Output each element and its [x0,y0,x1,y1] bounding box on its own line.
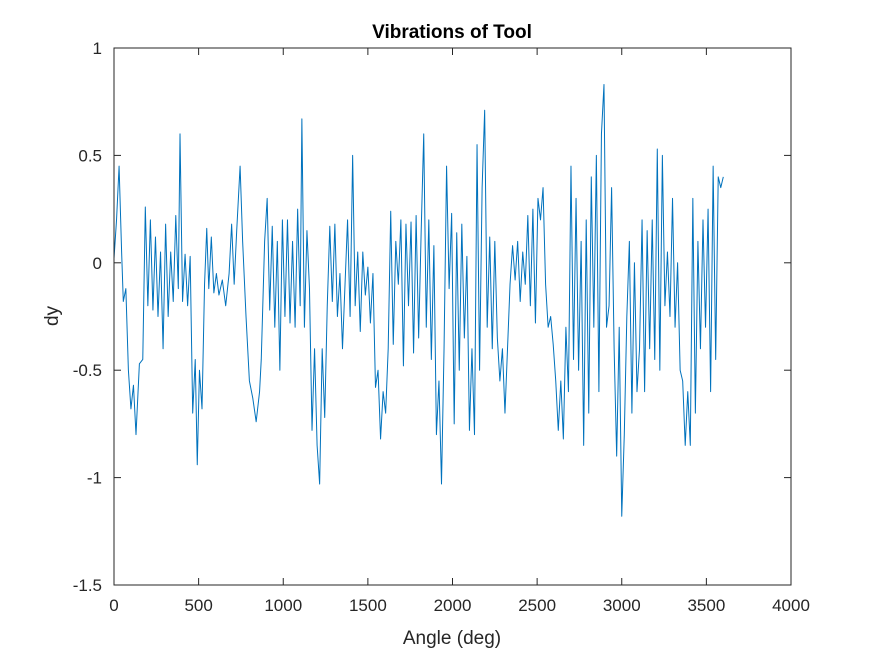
x-tick-label: 0 [109,596,118,615]
x-tick-label: 2000 [434,596,472,615]
x-tick-label: 3500 [687,596,725,615]
x-tick-label: 500 [184,596,212,615]
x-tick-label: 4000 [772,596,810,615]
y-tick-label: 0 [93,254,102,273]
x-tick-label: 2500 [518,596,556,615]
x-tick-label: 1500 [349,596,387,615]
x-tick-label: 3000 [603,596,641,615]
axes-layer [113,47,792,586]
tick-label-layer: 0 500 1000 1500 2000 2500 3000 3500 4000 -1.5 -1 -0… [73,39,810,615]
x-tick-label: 1000 [264,596,302,615]
y-tick-label: -1 [87,469,102,488]
y-tick-label: -0.5 [73,361,102,380]
y-axis-label: dy [42,305,63,326]
series-line-0 [113,84,724,517]
y-tick-label: -1.5 [73,576,102,595]
y-tick-label: 0.5 [78,146,102,165]
y-tick-label: 1 [93,39,102,58]
series-layer [113,84,724,517]
x-axis-label: Angle (deg) [403,628,501,649]
chart-title: Vibrations of Tool [372,22,532,43]
